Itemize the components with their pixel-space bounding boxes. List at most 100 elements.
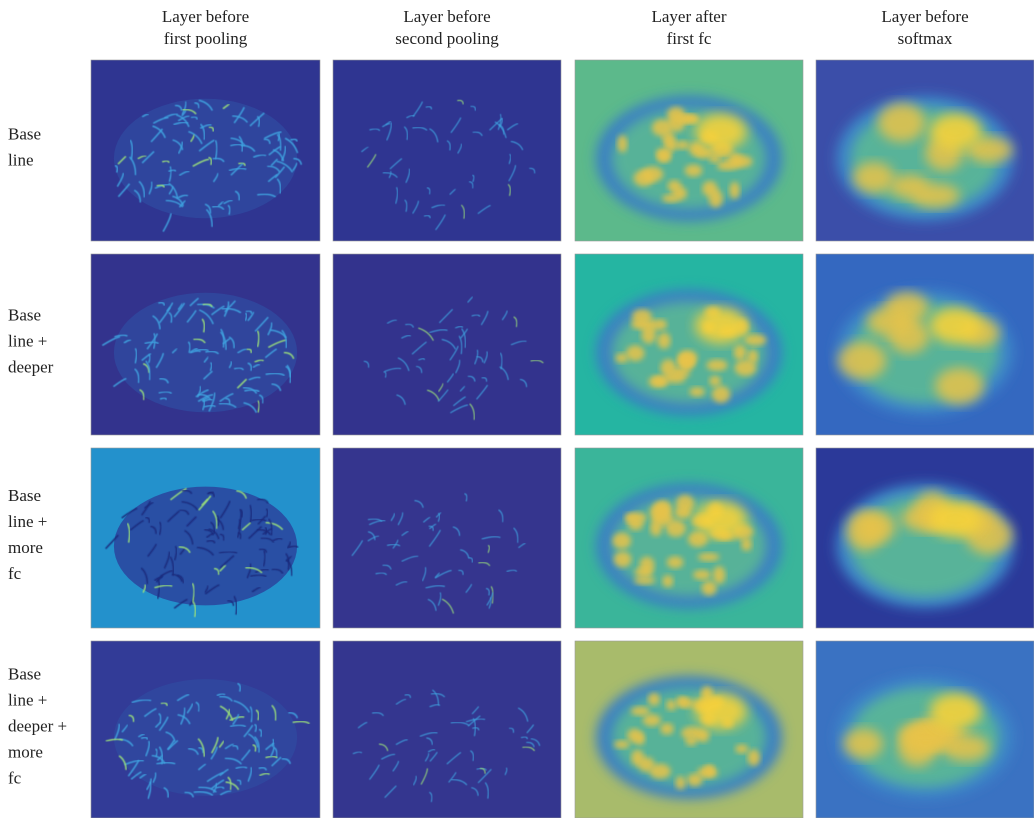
activation (634, 576, 655, 584)
column-header: Layer before (881, 7, 968, 26)
row-label: more (8, 742, 43, 761)
activation (675, 141, 690, 150)
activation (717, 161, 735, 171)
feature-map (91, 448, 320, 628)
activation (662, 575, 673, 587)
feature-map (333, 254, 561, 435)
row-label: Base (8, 305, 41, 324)
hotspot (930, 308, 982, 344)
activation (735, 744, 748, 753)
activation (741, 538, 752, 551)
activation (696, 729, 710, 743)
map-content (596, 484, 782, 609)
activation (853, 162, 895, 193)
hotspot (695, 114, 747, 150)
activation (678, 353, 693, 369)
activation (693, 570, 711, 580)
row-label: more (8, 538, 43, 557)
feature-map (816, 641, 1034, 818)
feature-map (91, 60, 320, 241)
column-header: Layer before (403, 7, 490, 26)
feature-map (333, 641, 561, 818)
panel-background (333, 641, 561, 818)
activation (667, 556, 684, 568)
activation (680, 115, 697, 123)
feature-map (575, 60, 803, 241)
activation (911, 183, 960, 208)
activation (843, 728, 883, 758)
row-label: line + (8, 512, 47, 531)
activation (652, 119, 672, 136)
column-header: first pooling (164, 29, 248, 48)
activation (674, 506, 691, 519)
feature-map (91, 254, 320, 435)
activation (662, 194, 679, 202)
row-label: line + (8, 331, 47, 350)
panel-background (333, 254, 561, 435)
row-label: line + (8, 690, 47, 709)
activation (745, 334, 767, 345)
activation (838, 342, 886, 379)
map-content (836, 676, 1014, 799)
feature-map (333, 60, 561, 241)
map-content (836, 290, 1014, 415)
activation (688, 142, 703, 156)
feature-map (333, 448, 561, 628)
brain-outline (114, 293, 297, 412)
activation (666, 520, 686, 537)
map-content (596, 96, 782, 221)
hotspot (930, 114, 982, 150)
feature-map (575, 448, 803, 628)
activation (654, 500, 671, 516)
feature-map (575, 641, 803, 818)
activation (628, 512, 646, 523)
activation (665, 139, 676, 151)
activation (698, 553, 720, 561)
activation (615, 353, 628, 363)
hotspot (695, 501, 747, 537)
activation (631, 707, 650, 716)
activation (678, 698, 694, 708)
brain-outline (114, 487, 297, 606)
activation (649, 764, 670, 779)
activation (631, 750, 644, 766)
row-label: Base (8, 664, 41, 683)
activation (689, 387, 704, 397)
feature-map (816, 254, 1034, 435)
map-content (596, 290, 782, 415)
map-content (836, 96, 1014, 221)
panel-background (333, 448, 561, 628)
figure: Layer before first pooling Layer before sec… (0, 0, 1034, 818)
activation (878, 103, 926, 142)
activation (687, 774, 702, 787)
feature-map (816, 448, 1034, 628)
activation (660, 359, 676, 377)
activation (658, 151, 671, 163)
column-header: second pooling (395, 29, 499, 48)
map-content (836, 484, 1014, 609)
activation (657, 332, 670, 348)
activation (735, 360, 757, 376)
row-label: Base (8, 486, 41, 505)
column-header: Layer before (162, 7, 249, 26)
activation (648, 693, 660, 706)
activation (729, 182, 739, 199)
hotspot (695, 308, 747, 344)
activation (688, 531, 708, 547)
activation (704, 765, 714, 776)
panel-background (333, 60, 561, 241)
column-header: Layer after (651, 7, 726, 26)
activation (668, 180, 682, 192)
activation (685, 164, 703, 176)
feature-map (816, 60, 1034, 241)
activation (734, 345, 747, 360)
activation (627, 729, 642, 743)
activation (642, 166, 664, 181)
row-label: deeper + (8, 716, 67, 735)
activation (685, 737, 697, 746)
activation (888, 319, 929, 354)
activation (639, 557, 654, 574)
row-label: fc (8, 564, 22, 583)
activation (712, 386, 730, 403)
activation (614, 740, 630, 748)
